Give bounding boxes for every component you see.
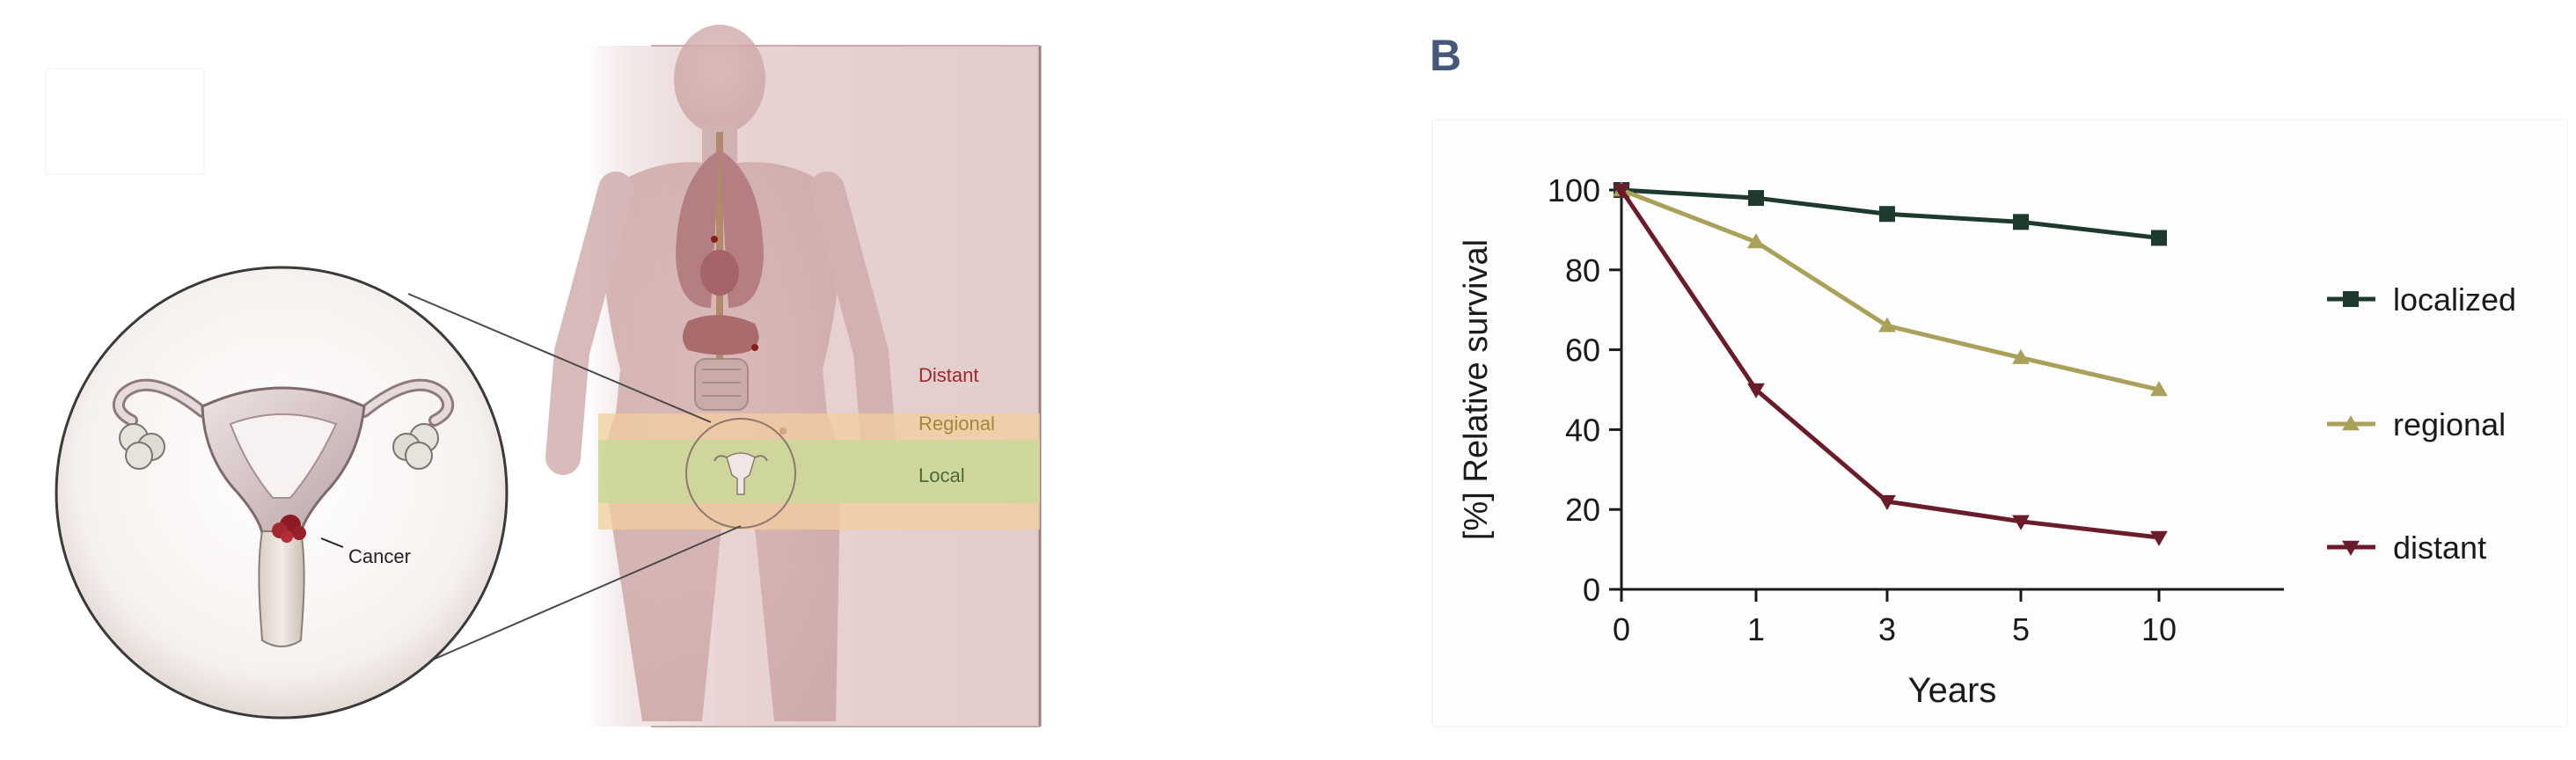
y-tick-label: 40	[1565, 412, 1600, 448]
data-point-distant	[2012, 515, 2030, 530]
legend-marker-distant	[2342, 540, 2360, 556]
data-point-distant	[1878, 494, 1896, 511]
y-tick-label: 20	[1565, 492, 1600, 528]
x-tick-label: 1	[1747, 611, 1765, 647]
tumor	[272, 515, 306, 543]
y-axis-label: [%] Relative survival	[1458, 239, 1495, 540]
x-tick-label: 5	[2012, 611, 2030, 647]
cancer-stage-illustration: Distant Regional Local	[45, 25, 1042, 727]
y-tick-label: 80	[1565, 252, 1600, 289]
cancer-label: Cancer	[348, 545, 411, 567]
x-tick-label: 10	[2141, 611, 2177, 647]
x-tick-label: 3	[1878, 611, 1896, 647]
uterus-large	[112, 378, 455, 647]
ovary-left	[119, 423, 165, 470]
legend-marker-localized	[2343, 291, 2359, 307]
zoom-line-bottom	[407, 525, 742, 671]
regional-label: Regional	[918, 413, 995, 435]
data-point-localized	[1879, 206, 1895, 223]
local-label: Local	[918, 464, 965, 486]
y-tick-label: 100	[1548, 172, 1600, 208]
legend-marker-regional	[2342, 415, 2360, 431]
organs	[676, 132, 787, 461]
y-tick-label: 0	[1583, 572, 1600, 608]
data-point-localized	[2013, 214, 2029, 230]
data-point-distant	[1747, 383, 1765, 398]
zoom-line-top	[407, 293, 712, 423]
x-axis-label: Years	[1908, 671, 1997, 710]
data-point-regional	[1878, 317, 1896, 332]
data-point-distant	[1613, 183, 1630, 199]
data-point-regional	[2150, 381, 2168, 397]
data-point-localized	[1748, 190, 1764, 207]
x-tick-label: 0	[1613, 611, 1630, 647]
y-tick-label: 60	[1565, 332, 1600, 369]
panel-b-label: B	[1430, 31, 1462, 80]
data-point-regional	[1747, 233, 1765, 249]
legend-label-distant: distant	[2393, 530, 2486, 566]
data-point-distant	[2150, 530, 2168, 546]
distant-label: Distant	[918, 364, 978, 386]
data-point-regional	[2012, 348, 2030, 364]
panel-a-label-box	[45, 68, 205, 175]
local-band	[598, 440, 1040, 503]
ovary-right	[392, 423, 439, 470]
uterus-small-circle	[685, 418, 796, 529]
legend-label-regional: regional	[2393, 406, 2506, 442]
legend-label-localized: localized	[2393, 281, 2516, 318]
data-point-localized	[2151, 230, 2167, 246]
uterus-small	[714, 452, 768, 495]
